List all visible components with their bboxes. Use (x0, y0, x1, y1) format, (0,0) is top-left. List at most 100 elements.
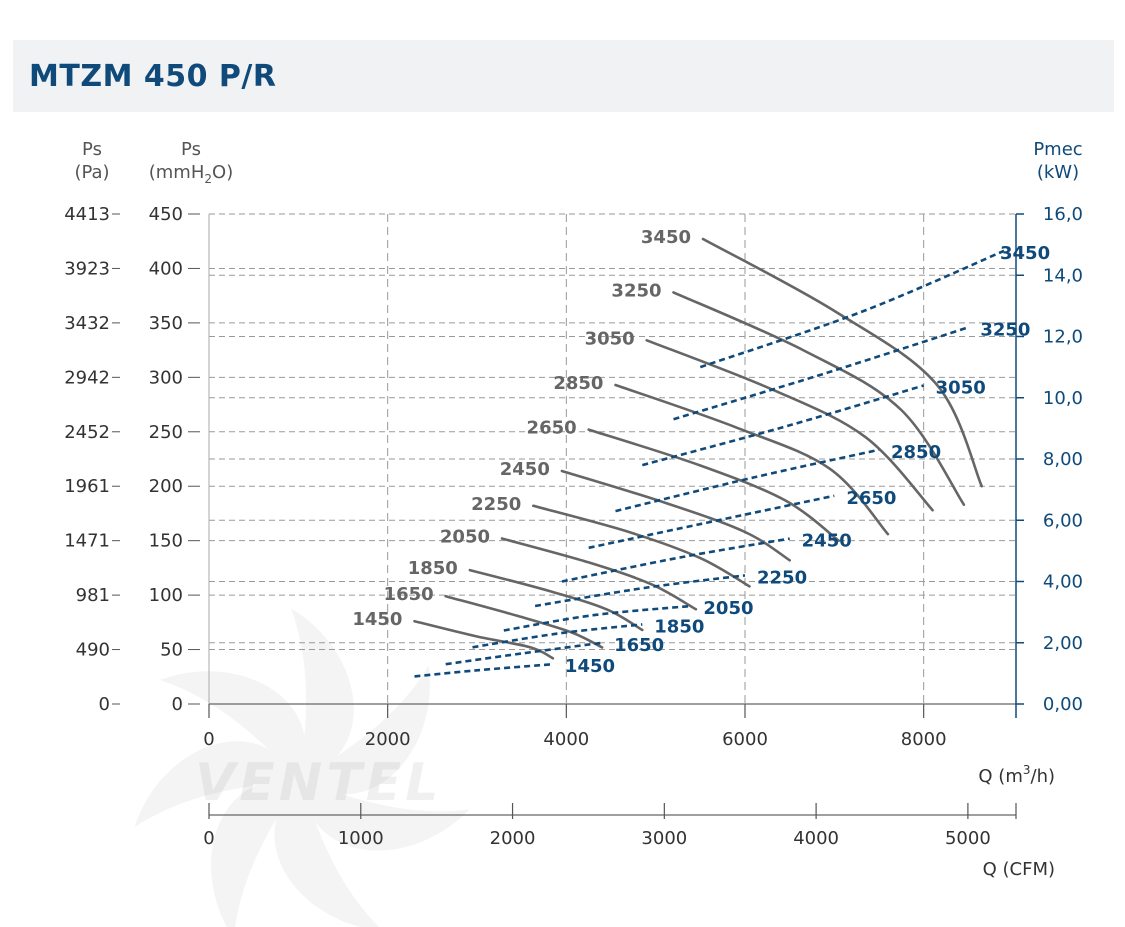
pressure-label-2650: 2650 (527, 418, 577, 439)
power-curve-1450 (414, 662, 554, 678)
q-cfm-tick: 2000 (490, 828, 536, 849)
ps-pa-tick: 981 (76, 585, 110, 606)
axes: 4413 450 3923 400 3432 350 2942 300 2452 250 1961 2… (64, 204, 1083, 849)
power-label-3050: 3050 (936, 378, 986, 399)
power-label-1450: 1450 (565, 656, 615, 677)
ps-mmh2o-tick: 450 (149, 204, 183, 225)
power-curve-2050 (503, 604, 692, 632)
ps-pa-tick: 4413 (64, 204, 110, 225)
ps-pa-tick: 3923 (64, 258, 110, 279)
watermark-blade (160, 671, 306, 780)
power-label-2450: 2450 (802, 531, 852, 552)
pressure-label-1650: 1650 (384, 584, 434, 605)
q-m3h-tick: 8000 (901, 729, 947, 750)
ps-mmh2o-label: Ps (181, 139, 201, 160)
ps-pa-tick: 3432 (64, 313, 110, 334)
q-m3h-tick: 6000 (722, 729, 768, 750)
power-curve-3050 (641, 384, 925, 467)
q-m3h-label: Q (m3/h) (978, 763, 1055, 787)
pressure-label-1450: 1450 (352, 609, 402, 630)
pmec-tick: 8,00 (1043, 449, 1083, 470)
ps-mmh2o-tick: 300 (149, 367, 183, 388)
power-curve-2450 (561, 537, 790, 583)
pmec-unit: (kW) (1037, 162, 1079, 183)
ps-mmh2o-tick: 400 (149, 258, 183, 279)
q-m3h-tick: 4000 (543, 729, 589, 750)
page-title: MTZM 450 P/R (29, 59, 277, 94)
pressure-curve-3450 (701, 237, 983, 488)
ps-mmh2o-tick: 350 (149, 313, 183, 334)
chart-header: MTZM 450 P/R (13, 40, 1114, 112)
q-cfm-tick: 3000 (641, 828, 687, 849)
ps-pa-tick: 1471 (64, 531, 110, 552)
pressure-curve-2450 (560, 469, 791, 562)
power-label-3450: 3450 (1000, 243, 1050, 264)
power-curve-3250 (673, 326, 969, 421)
power-label-3250: 3250 (980, 319, 1030, 340)
power-label-2050: 2050 (703, 598, 753, 619)
pmec-tick: 2,00 (1043, 633, 1083, 654)
q-cfm-label: Q (CFM) (983, 859, 1055, 880)
power-curve-1850 (472, 623, 643, 649)
pressure-curve-3050 (645, 339, 934, 512)
pressure-curves: 1450165018502050225024502650285030503250… (352, 227, 983, 660)
pressure-curve-1450 (413, 619, 555, 660)
pressure-label-2050: 2050 (440, 526, 490, 547)
power-curve-2250 (534, 574, 746, 608)
pressure-curve-1850 (468, 568, 644, 632)
ps-mmh2o-tick: 250 (149, 422, 183, 443)
ps-mmh2o-tick: 150 (149, 531, 183, 552)
ps-pa-tick: 2942 (64, 367, 110, 388)
pressure-label-2450: 2450 (500, 459, 550, 480)
ps-pa-unit: (Pa) (74, 162, 109, 183)
ps-mmh2o-tick: 100 (149, 585, 183, 606)
grid (209, 213, 1016, 704)
q-cfm-tick: 1000 (338, 828, 384, 849)
pmec-tick: 10,0 (1043, 388, 1083, 409)
power-label-1850: 1850 (654, 616, 704, 637)
pressure-label-3450: 3450 (641, 227, 691, 248)
power-label-2250: 2250 (757, 567, 807, 588)
q-m3h-tick: 2000 (365, 729, 411, 750)
watermark-blade (274, 780, 383, 927)
pressure-curve-3250 (672, 291, 966, 506)
ps-mmh2o-tick: 200 (149, 476, 183, 497)
power-curve-1650 (445, 641, 603, 666)
watermark-blade (290, 608, 354, 780)
q-cfm-tick: 4000 (793, 828, 839, 849)
pmec-tick: 12,0 (1043, 327, 1083, 348)
ps-mmh2o-unit: (mmH2O) (149, 162, 233, 186)
ps-pa-tick: 490 (76, 640, 110, 661)
q-m3h-tick: 0 (203, 729, 214, 750)
pressure-label-2250: 2250 (471, 494, 521, 515)
watermark-text: VENTEL (195, 753, 442, 813)
ps-pa-tick: 2452 (64, 422, 110, 443)
ps-pa-tick: 1961 (64, 476, 110, 497)
power-curve-2650 (588, 494, 835, 550)
watermark-blade (300, 665, 430, 795)
power-curves: 1450165018502050225024502650285030503250… (414, 243, 1050, 678)
pmec-tick: 14,0 (1043, 265, 1083, 286)
pmec-label: Pmec (1033, 139, 1082, 160)
pressure-label-3050: 3050 (585, 328, 635, 349)
pressure-curve-2050 (500, 537, 698, 611)
pressure-curve-2650 (587, 428, 841, 542)
pmec-tick: 16,0 (1043, 204, 1083, 225)
pmec-tick: 4,00 (1043, 572, 1083, 593)
q-cfm-tick: 5000 (945, 828, 991, 849)
watermark-blade (134, 741, 300, 828)
q-cfm-tick: 0 (203, 828, 214, 849)
power-label-2650: 2650 (846, 488, 896, 509)
ps-mmh2o-tick: 50 (160, 640, 183, 661)
power-label-2850: 2850 (891, 442, 941, 463)
power-curve-2850 (615, 448, 880, 513)
ps-pa-label: Ps (82, 139, 102, 160)
pressure-label-3250: 3250 (611, 280, 661, 301)
pressure-curve-2850 (614, 383, 890, 536)
power-label-1650: 1650 (614, 635, 664, 656)
pmec-tick: 0,00 (1043, 694, 1083, 715)
ps-mmh2o-tick: 0 (172, 694, 183, 715)
pressure-label-2850: 2850 (553, 373, 603, 394)
watermark-blade (211, 779, 300, 927)
